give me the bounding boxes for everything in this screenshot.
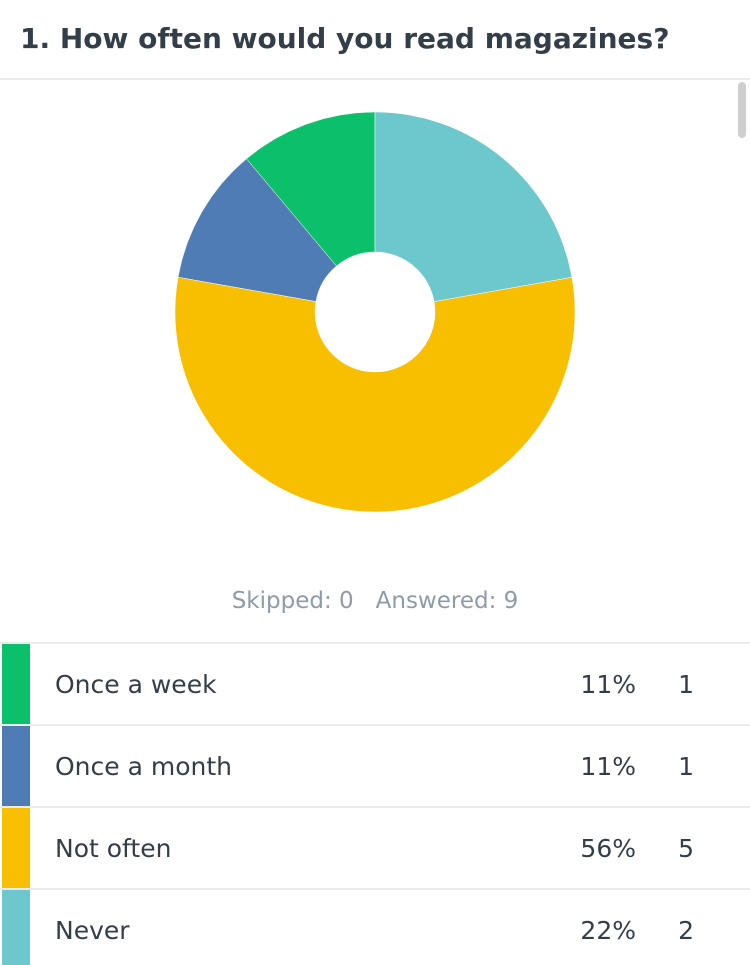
answer-table: Once a week 11% 1 Once a month 11% 1 Not… [0,642,750,965]
donut-slice-never[interactable] [374,111,573,302]
question-title: 1. How often would you read magazines? [20,22,670,55]
answer-row: Never 22% 2 [0,890,750,965]
donut-slice-once-a-month[interactable] [177,158,337,302]
answer-percent: 56% [580,834,636,863]
skipped-count: Skipped: 0 [231,588,354,614]
answer-percent: 22% [580,916,636,945]
donut-slice-not-often[interactable] [174,276,576,513]
answer-count: 2 [678,916,694,945]
legend-swatch [2,726,30,806]
question-header: 1. How often would you read magazines? [0,0,750,80]
donut-slice-once-a-week[interactable] [246,111,376,267]
answer-percent: 11% [580,670,636,699]
legend-swatch [2,644,30,724]
answer-count: 1 [678,752,694,781]
answer-count: 1 [678,670,694,699]
answer-label: Not often [55,834,172,863]
answer-label: Once a week [55,670,217,699]
legend-swatch [2,890,30,965]
answer-count: 5 [678,834,694,863]
answer-row: Once a week 11% 1 [0,644,750,726]
legend-swatch [2,808,30,888]
donut-chart [174,111,576,513]
answered-count: Answered: 9 [375,588,519,614]
answer-label: Once a month [55,752,233,781]
answer-percent: 11% [580,752,636,781]
scrollbar-thumb[interactable] [738,82,746,138]
answer-row: Not often 56% 5 [0,808,750,890]
answer-label: Never [55,916,130,945]
answer-row: Once a month 11% 1 [0,726,750,808]
response-summary: Skipped: 0 Answered: 9 [0,588,750,614]
